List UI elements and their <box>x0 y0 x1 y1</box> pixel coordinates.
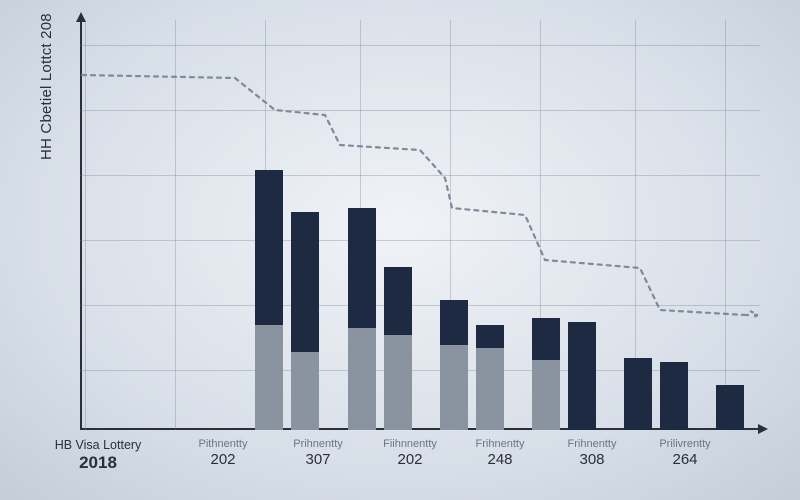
x-tick-label-bottom: 202 <box>183 451 263 469</box>
x-tick-label-top: HB Visa Lottery <box>43 438 153 453</box>
x-tick-label-bottom: 307 <box>278 451 358 469</box>
x-tick-label-top: Prilivrentty <box>645 438 725 451</box>
bar-segment-upper <box>624 358 652 430</box>
bar <box>440 300 468 430</box>
bar <box>624 358 652 430</box>
gridline-h <box>80 240 760 241</box>
bar-segment-upper <box>476 325 504 348</box>
x-tick-label-bottom: 248 <box>460 451 540 469</box>
bar-segment-upper <box>568 322 596 430</box>
x-tick-label-top: Frihnentty <box>552 438 632 451</box>
bar-segment-upper <box>440 300 468 345</box>
bar-segment-lower <box>384 335 412 430</box>
bar-segment-upper <box>660 362 688 430</box>
bar-segment-upper <box>291 212 319 352</box>
x-axis-arrowhead-icon <box>758 424 768 434</box>
x-tick-label-bottom: 202 <box>370 451 450 469</box>
x-tick-label-top: Pithnentty <box>183 438 263 451</box>
x-tick-label-bottom: 308 <box>552 451 632 469</box>
trend-line <box>80 20 760 430</box>
bar-segment-lower <box>476 348 504 430</box>
bar <box>476 325 504 430</box>
bar <box>568 322 596 430</box>
bar-segment-lower <box>348 328 376 430</box>
gridline-h <box>80 370 760 371</box>
gridline-h <box>80 175 760 176</box>
bar-segment-upper <box>348 208 376 328</box>
bar-segment-upper <box>716 385 744 430</box>
bar <box>532 318 560 430</box>
x-tick-label-top: Fiihnnentty <box>370 438 450 451</box>
bar-segment-lower <box>255 325 283 430</box>
x-tick-label-top: Frihnentty <box>460 438 540 451</box>
x-tick: Prihnentty307 <box>278 438 358 469</box>
x-tick: Pithnentty202 <box>183 438 263 469</box>
x-tick: Fiihnnentty202 <box>370 438 450 469</box>
y-axis-label: HH Cbetiel Lottct 208 <box>38 13 55 160</box>
gridline-v <box>725 20 726 430</box>
x-tick-label-bottom: 2018 <box>43 453 153 473</box>
x-tick: Prilivrentty264 <box>645 438 725 469</box>
bar-segment-lower <box>291 352 319 430</box>
bar <box>255 170 283 430</box>
bar <box>291 212 319 430</box>
x-axis-line <box>80 428 760 430</box>
bar-segment-lower <box>532 360 560 430</box>
bar <box>348 208 376 430</box>
bar-segment-lower <box>440 345 468 430</box>
bar <box>660 362 688 430</box>
gridline-h <box>80 45 760 46</box>
x-tick: Frihnentty308 <box>552 438 632 469</box>
x-tick: Frihnentty248 <box>460 438 540 469</box>
gridline-v <box>175 20 176 430</box>
gridline-h <box>80 110 760 111</box>
x-tick-label-bottom: 264 <box>645 451 725 469</box>
gridline-v <box>85 20 86 430</box>
x-tick-label-top: Prihnentty <box>278 438 358 451</box>
bar-segment-upper <box>532 318 560 360</box>
bar-segment-upper <box>255 170 283 325</box>
y-axis-line <box>80 20 82 430</box>
chart-plot-area <box>80 20 760 430</box>
gridline-h <box>80 305 760 306</box>
bar <box>384 267 412 430</box>
x-tick: HB Visa Lottery2018 <box>43 438 153 473</box>
bar <box>716 385 744 430</box>
bar-segment-upper <box>384 267 412 335</box>
